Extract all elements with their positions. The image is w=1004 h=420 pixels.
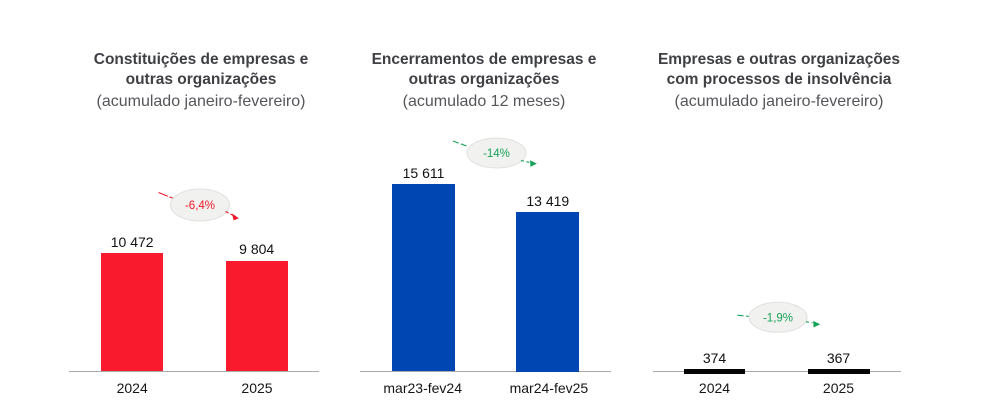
- svg-text:-1,9%: -1,9%: [763, 312, 793, 324]
- svg-text:-14%: -14%: [483, 148, 510, 160]
- svg-text:-6,4%: -6,4%: [185, 200, 215, 212]
